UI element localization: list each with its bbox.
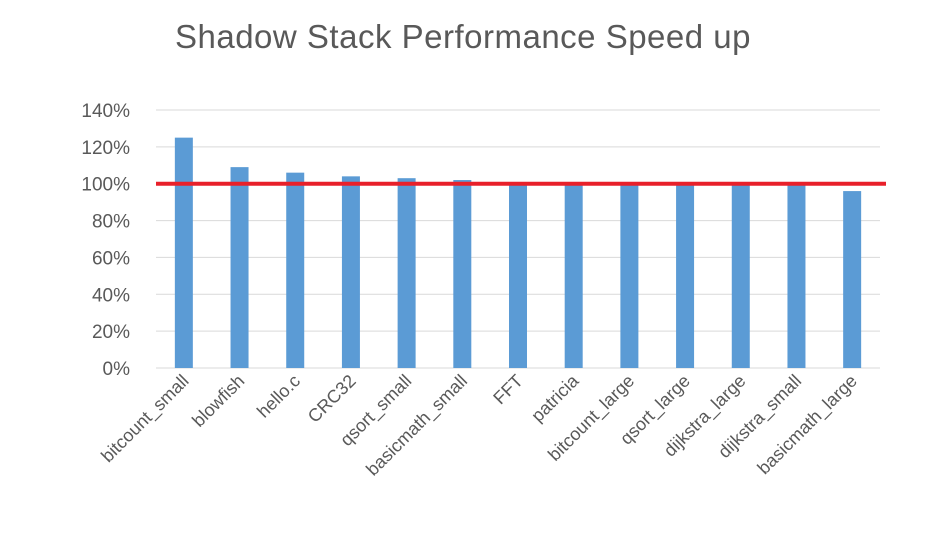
x-tick-label: bitcount_small: [97, 371, 193, 467]
bar: [787, 183, 806, 368]
y-axis-tick-labels: 0% 20% 40% 60% 80% 100% 120% 140%: [81, 101, 130, 380]
y-tick-label: 60%: [92, 248, 130, 269]
bar: [230, 167, 249, 368]
bar: [676, 183, 695, 368]
y-tick-label: 120%: [81, 138, 130, 159]
bar: [843, 191, 862, 368]
bar: [286, 172, 305, 368]
x-tick-label: hello.c: [253, 371, 304, 422]
y-tick-label: 20%: [92, 322, 130, 343]
x-tick-label: CRC32: [304, 371, 360, 427]
y-tick-label: 40%: [92, 285, 130, 306]
y-tick-label: 80%: [92, 212, 130, 233]
bar: [174, 137, 193, 368]
bar: [509, 183, 527, 368]
bars: [174, 137, 862, 368]
x-tick-label: basicmath_small: [362, 371, 472, 481]
bar: [397, 178, 416, 368]
x-tick-label: FFT: [489, 371, 526, 408]
x-tick-label: patricia: [527, 370, 583, 426]
bar: [731, 183, 750, 368]
bar: [620, 183, 639, 368]
y-tick-label: 100%: [81, 175, 130, 196]
bar: [564, 183, 583, 368]
x-tick-label: basicmath_large: [753, 371, 861, 479]
bar: [453, 180, 472, 368]
bar: [341, 176, 360, 368]
x-tick-label: blowfish: [188, 371, 248, 431]
chart-title: Shadow Stack Performance Speed up: [174, 18, 751, 55]
y-tick-label: 0%: [103, 359, 131, 380]
y-tick-label: 140%: [81, 101, 130, 122]
